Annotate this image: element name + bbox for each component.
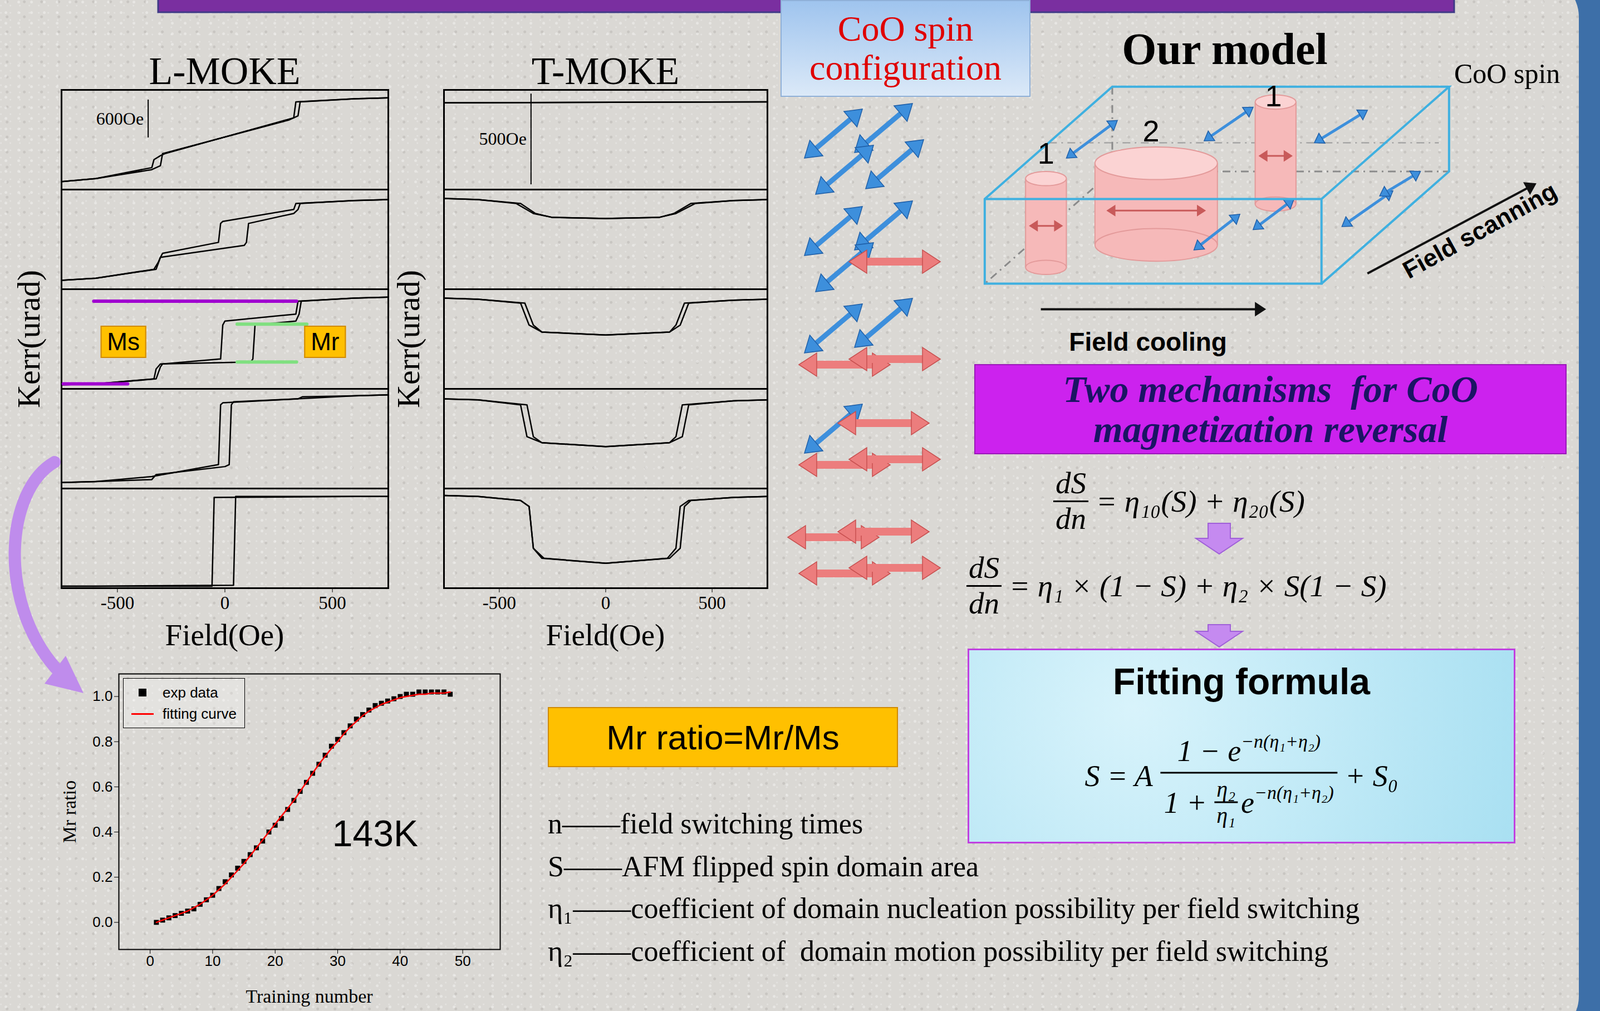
html-text:dn = η₁ × (1 − S) + η₂ × S(1 −: dn = η₁ × (1 − S) + η₂ × S(1 − S) bbox=[968, 568, 1387, 620]
html-text:dS: dS bbox=[1055, 465, 1087, 500]
svg-text:50: 50 bbox=[454, 952, 471, 970]
svg-text:-500: -500 bbox=[482, 592, 517, 613]
html-text:Training number: Training number bbox=[245, 985, 373, 1007]
svg-text:0.8: 0.8 bbox=[92, 733, 113, 750]
svg-text:0: 0 bbox=[601, 592, 611, 613]
html-text:Our model: Our model bbox=[1121, 24, 1328, 74]
html-text:η₁e−n(η₁+η₂) + S₀: η₁e−n(η₁+η₂) + S₀ bbox=[1216, 758, 1399, 828]
html-text:dS: dS bbox=[968, 550, 1000, 585]
html-text:exp data: exp data bbox=[162, 684, 219, 701]
svg-text:500Oe: 500Oe bbox=[479, 128, 527, 149]
svg-text:500: 500 bbox=[318, 592, 347, 613]
svg-text:30: 30 bbox=[329, 952, 346, 970]
html-text:Mr: Mr bbox=[310, 327, 340, 356]
svg-text:0.6: 0.6 bbox=[92, 778, 113, 795]
svg-text:0.0: 0.0 bbox=[92, 913, 113, 931]
html-text:dn = η₁₀(S) + η₂₀(S): dn = η₁₀(S) + η₂₀(S) bbox=[1055, 484, 1305, 536]
html-text:1: 1 bbox=[1265, 79, 1282, 113]
html-text:fitting curve: fitting curve bbox=[162, 705, 237, 723]
svg-text:40: 40 bbox=[391, 952, 409, 970]
html-text:T-MOKE: T-MOKE bbox=[531, 49, 680, 93]
html-text:Ms: Ms bbox=[107, 327, 140, 356]
html-text:L-MOKE: L-MOKE bbox=[148, 49, 301, 93]
html-text:n——field switching times: n——field switching times bbox=[547, 807, 864, 840]
html-text:1 − e−n(η₁+η₂): 1 − e−n(η₁+η₂) bbox=[1177, 730, 1321, 768]
svg-text:500: 500 bbox=[698, 592, 726, 613]
svg-text:0: 0 bbox=[145, 952, 154, 970]
html-text:Kerr(urad): Kerr(urad) bbox=[10, 269, 47, 408]
svg-text:0.2: 0.2 bbox=[92, 868, 113, 886]
svg-text:20: 20 bbox=[267, 952, 284, 970]
html-text:Field(Oe): Field(Oe) bbox=[165, 617, 285, 652]
html-text:1 +η₂: 1 +η₂ bbox=[1163, 776, 1236, 819]
html-text:Field scanning: Field scanning bbox=[1397, 176, 1562, 284]
svg-text:143K: 143K bbox=[332, 812, 419, 855]
html-text:S——AFM flipped spin domain are: S——AFM flipped spin domain area bbox=[547, 850, 979, 883]
html-text:Field(Oe): Field(Oe) bbox=[545, 617, 665, 652]
html-text:Two mechanisms for CoO magneti: Two mechanisms for CoO magnetization rev… bbox=[1062, 367, 1488, 451]
svg-text:10: 10 bbox=[204, 952, 221, 970]
svg-text:600Oe: 600Oe bbox=[96, 108, 144, 129]
svg-text:0.4: 0.4 bbox=[92, 823, 113, 841]
html-text:Fitting formula: Fitting formula bbox=[1112, 660, 1371, 703]
svg-text:0: 0 bbox=[220, 592, 230, 613]
html-text:2: 2 bbox=[1142, 113, 1160, 148]
html-text:Kerr(urad): Kerr(urad) bbox=[389, 269, 427, 408]
html-text:Mr ratio=Mr/Ms: Mr ratio=Mr/Ms bbox=[606, 717, 840, 757]
svg-text:1.0: 1.0 bbox=[92, 687, 113, 705]
html-text:Mr ratio: Mr ratio bbox=[59, 780, 80, 843]
html-text:η₁——coefficient of domain nucl: η₁——coefficient of domain nucleation pos… bbox=[547, 892, 1360, 924]
html-text:CoO spin configuration: CoO spin configuration bbox=[809, 8, 1002, 88]
html-text:1: 1 bbox=[1037, 136, 1055, 170]
html-text:η₂——coefficient of domain moti: η₂——coefficient of domain motion possibi… bbox=[547, 935, 1329, 967]
svg-text:-500: -500 bbox=[100, 592, 135, 613]
html-text:Field cooling: Field cooling bbox=[1069, 327, 1228, 357]
html-text:S = A: S = A bbox=[1084, 758, 1153, 793]
html-text:CoO spin: CoO spin bbox=[1454, 57, 1561, 90]
